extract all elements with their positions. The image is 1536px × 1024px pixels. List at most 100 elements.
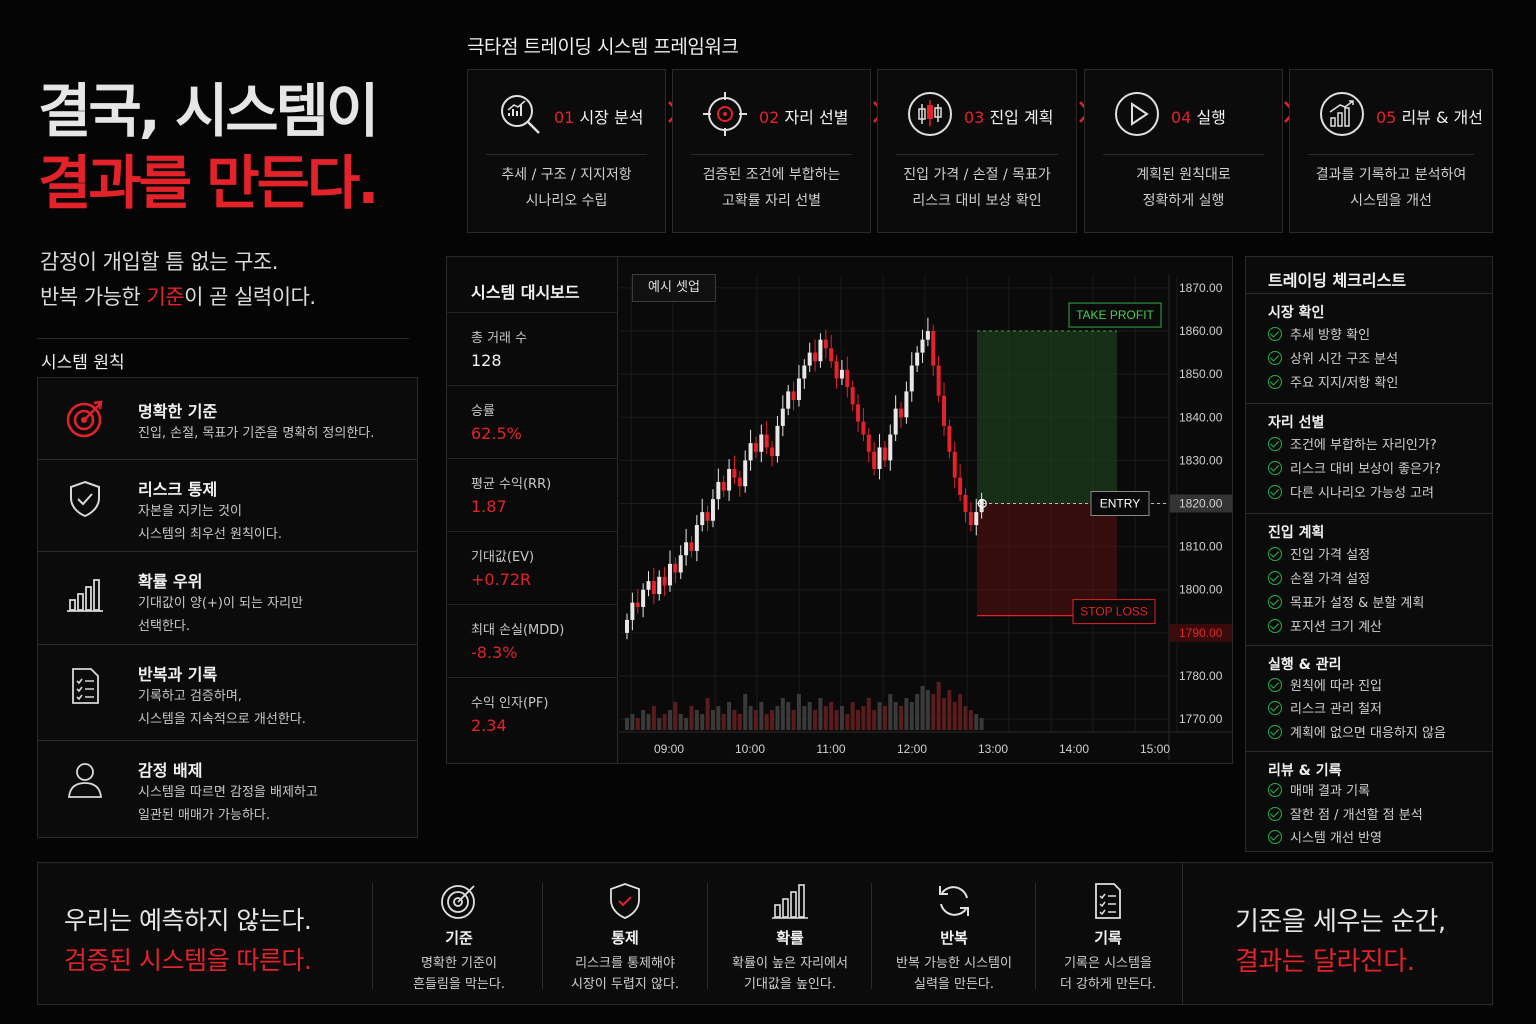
footer-divider [1035,883,1036,989]
candle-body [818,339,823,362]
checklist-group-title: 자리 선별 [1268,415,1325,431]
step-divider [1308,154,1474,155]
hero-title-line1: 결국, 시스템이 [38,77,379,145]
principles-panel: 명확한 기준 진입, 손절, 목표가 기준을 명확히 정의한다. 리스크 통제 … [37,377,418,838]
step-desc: 추세 / 구조 / 지지저항 시나리오 수립 [501,167,632,209]
principle-title: 감정 배제 [138,761,203,780]
footer-divider [542,883,543,989]
checklist-item[interactable]: 포지션 크기 계산 [1268,618,1382,638]
footer-item-repeat: 반복 반복 가능한 시스템이 실력을 만든다. [874,881,1034,995]
footer-left-line1: 우리는 예측하지 않는다. [64,906,312,935]
stat-value: -8.3% [471,643,518,662]
stat-value: 2.34 [471,716,507,735]
checklist-item[interactable]: 시스템 개선 반영 [1268,829,1382,849]
volume-bar [737,714,742,730]
volume-bar [678,714,683,730]
volume-bar [716,706,721,730]
volume-bar [657,718,662,730]
candle-body [807,352,812,366]
footer-divider [707,883,708,989]
checklist-item[interactable]: 원칙에 따라 진입 [1268,677,1382,697]
volume-bar [979,718,984,730]
volume-bar [818,698,823,730]
check-circle-icon [1268,783,1282,797]
checklist-item[interactable]: 계획에 없으면 대응하지 않음 [1268,724,1446,744]
checklist-item[interactable]: 다른 시나리오 가능성 고려 [1268,484,1434,504]
volume-bar [839,706,844,730]
volume-bar [743,694,748,730]
candle-body [856,404,861,422]
candle-body [753,443,758,452]
candle-body [931,331,936,366]
stat-value: 128 [471,351,502,370]
candle-body [673,563,678,573]
checklist-item[interactable]: 주요 지지/저항 확인 [1268,374,1398,394]
candle-body [942,395,947,426]
stop-loss-label-text: STOP LOSS [1080,605,1148,619]
candle-body [737,477,742,487]
hero-divider [37,338,409,339]
candle-body [759,434,764,452]
volume-bar [872,710,877,730]
example-setup-tag[interactable]: 예시 셋업 [632,274,716,302]
checklist-group: 자리 선별 조건에 부합하는 자리인가? 리스크 대비 보상이 좋은가? 다른 … [1246,403,1492,513]
candle-body [829,348,834,362]
x-tick-label: 13:00 [978,742,1008,756]
footer-item-record: 기록 기록은 시스템을 더 강하게 만든다. [1028,881,1188,995]
check-circle-icon [1268,351,1282,365]
candle-body [651,581,656,595]
candle-body [694,525,699,551]
checklist-item[interactable]: 리스크 관리 철저 [1268,700,1382,720]
checklist-item[interactable]: 진입 가격 설정 [1268,546,1370,566]
principle-title: 명확한 기준 [138,402,218,421]
volume-bar [813,710,818,730]
hero-subtitle-2: 반복 가능한 기준이 곧 실력이다. [40,285,316,309]
checklist-item[interactable]: 목표가 설정 & 분할 계획 [1268,594,1424,614]
checklist-item[interactable]: 조건에 부합하는 자리인가? [1268,436,1437,456]
y-tick-label: 1850.00 [1179,367,1223,381]
candle-body [909,365,914,392]
checklist-item[interactable]: 손절 가격 설정 [1268,570,1370,590]
entry-marker [977,498,987,509]
entry-label: ENTRY [1090,491,1150,516]
bar-chart-icon [67,579,103,612]
volume-bar [877,702,882,730]
stop-price-tag [1170,623,1232,642]
stat-label: 평균 수익(RR) [471,477,552,492]
candle-body [727,469,732,491]
check-circle-icon [1268,619,1282,633]
stat-label: 최대 손실(MDD) [471,623,565,638]
footer-item-title: 기록 [1094,929,1122,947]
framework-step-5: 05 리뷰 & 개선 결과를 기록하고 분석하여 시스템을 개선 [1289,69,1493,233]
y-tick-label: 1860.00 [1179,324,1223,338]
footer-item-desc: 반복 가능한 시스템이 실력을 만든다. [896,956,1012,992]
checklist-item[interactable]: 잘한 점 / 개선할 점 분석 [1268,806,1423,826]
volume-bar [635,718,640,730]
volume-bar [893,702,898,730]
candle-body [899,408,904,418]
checklist-item[interactable]: 상위 시간 구조 분석 [1268,350,1398,370]
volume-bar [968,710,973,730]
checklist-item[interactable]: 리스크 대비 보상이 좋은가? [1268,460,1441,480]
checklist-item[interactable]: 추세 방향 확인 [1268,326,1370,346]
footer-item-desc: 명확한 기준이 흔들림을 막는다. [413,956,505,992]
stat-value: +0.72R [471,570,532,589]
candle-body [786,391,791,409]
footer-divider [372,883,373,989]
y-tick-label: 1870.00 [1179,281,1223,295]
candle-body [743,460,748,487]
volume-bar [646,714,651,730]
candle-body [850,387,855,405]
footer-right-line2: 결과는 달라진다. [1235,947,1415,977]
volume-bar [834,710,839,730]
candle-body [635,602,640,607]
checklist-group: 리뷰 & 기록 매매 결과 기록 잘한 점 / 개선할 점 분석 시스템 개선 … [1246,751,1492,851]
checklist-item[interactable]: 매매 결과 기록 [1268,782,1370,802]
volume-bar [958,694,963,730]
y-tick-label: 1770.00 [1179,712,1223,726]
profit-zone [977,331,1117,504]
candle-body [882,447,887,461]
step-divider [486,154,647,155]
volume-bar [936,682,941,730]
framework-step-3: 03 진입 계획 진입 가격 / 손절 / 목표가 리스크 대비 보상 확인 [877,69,1077,233]
